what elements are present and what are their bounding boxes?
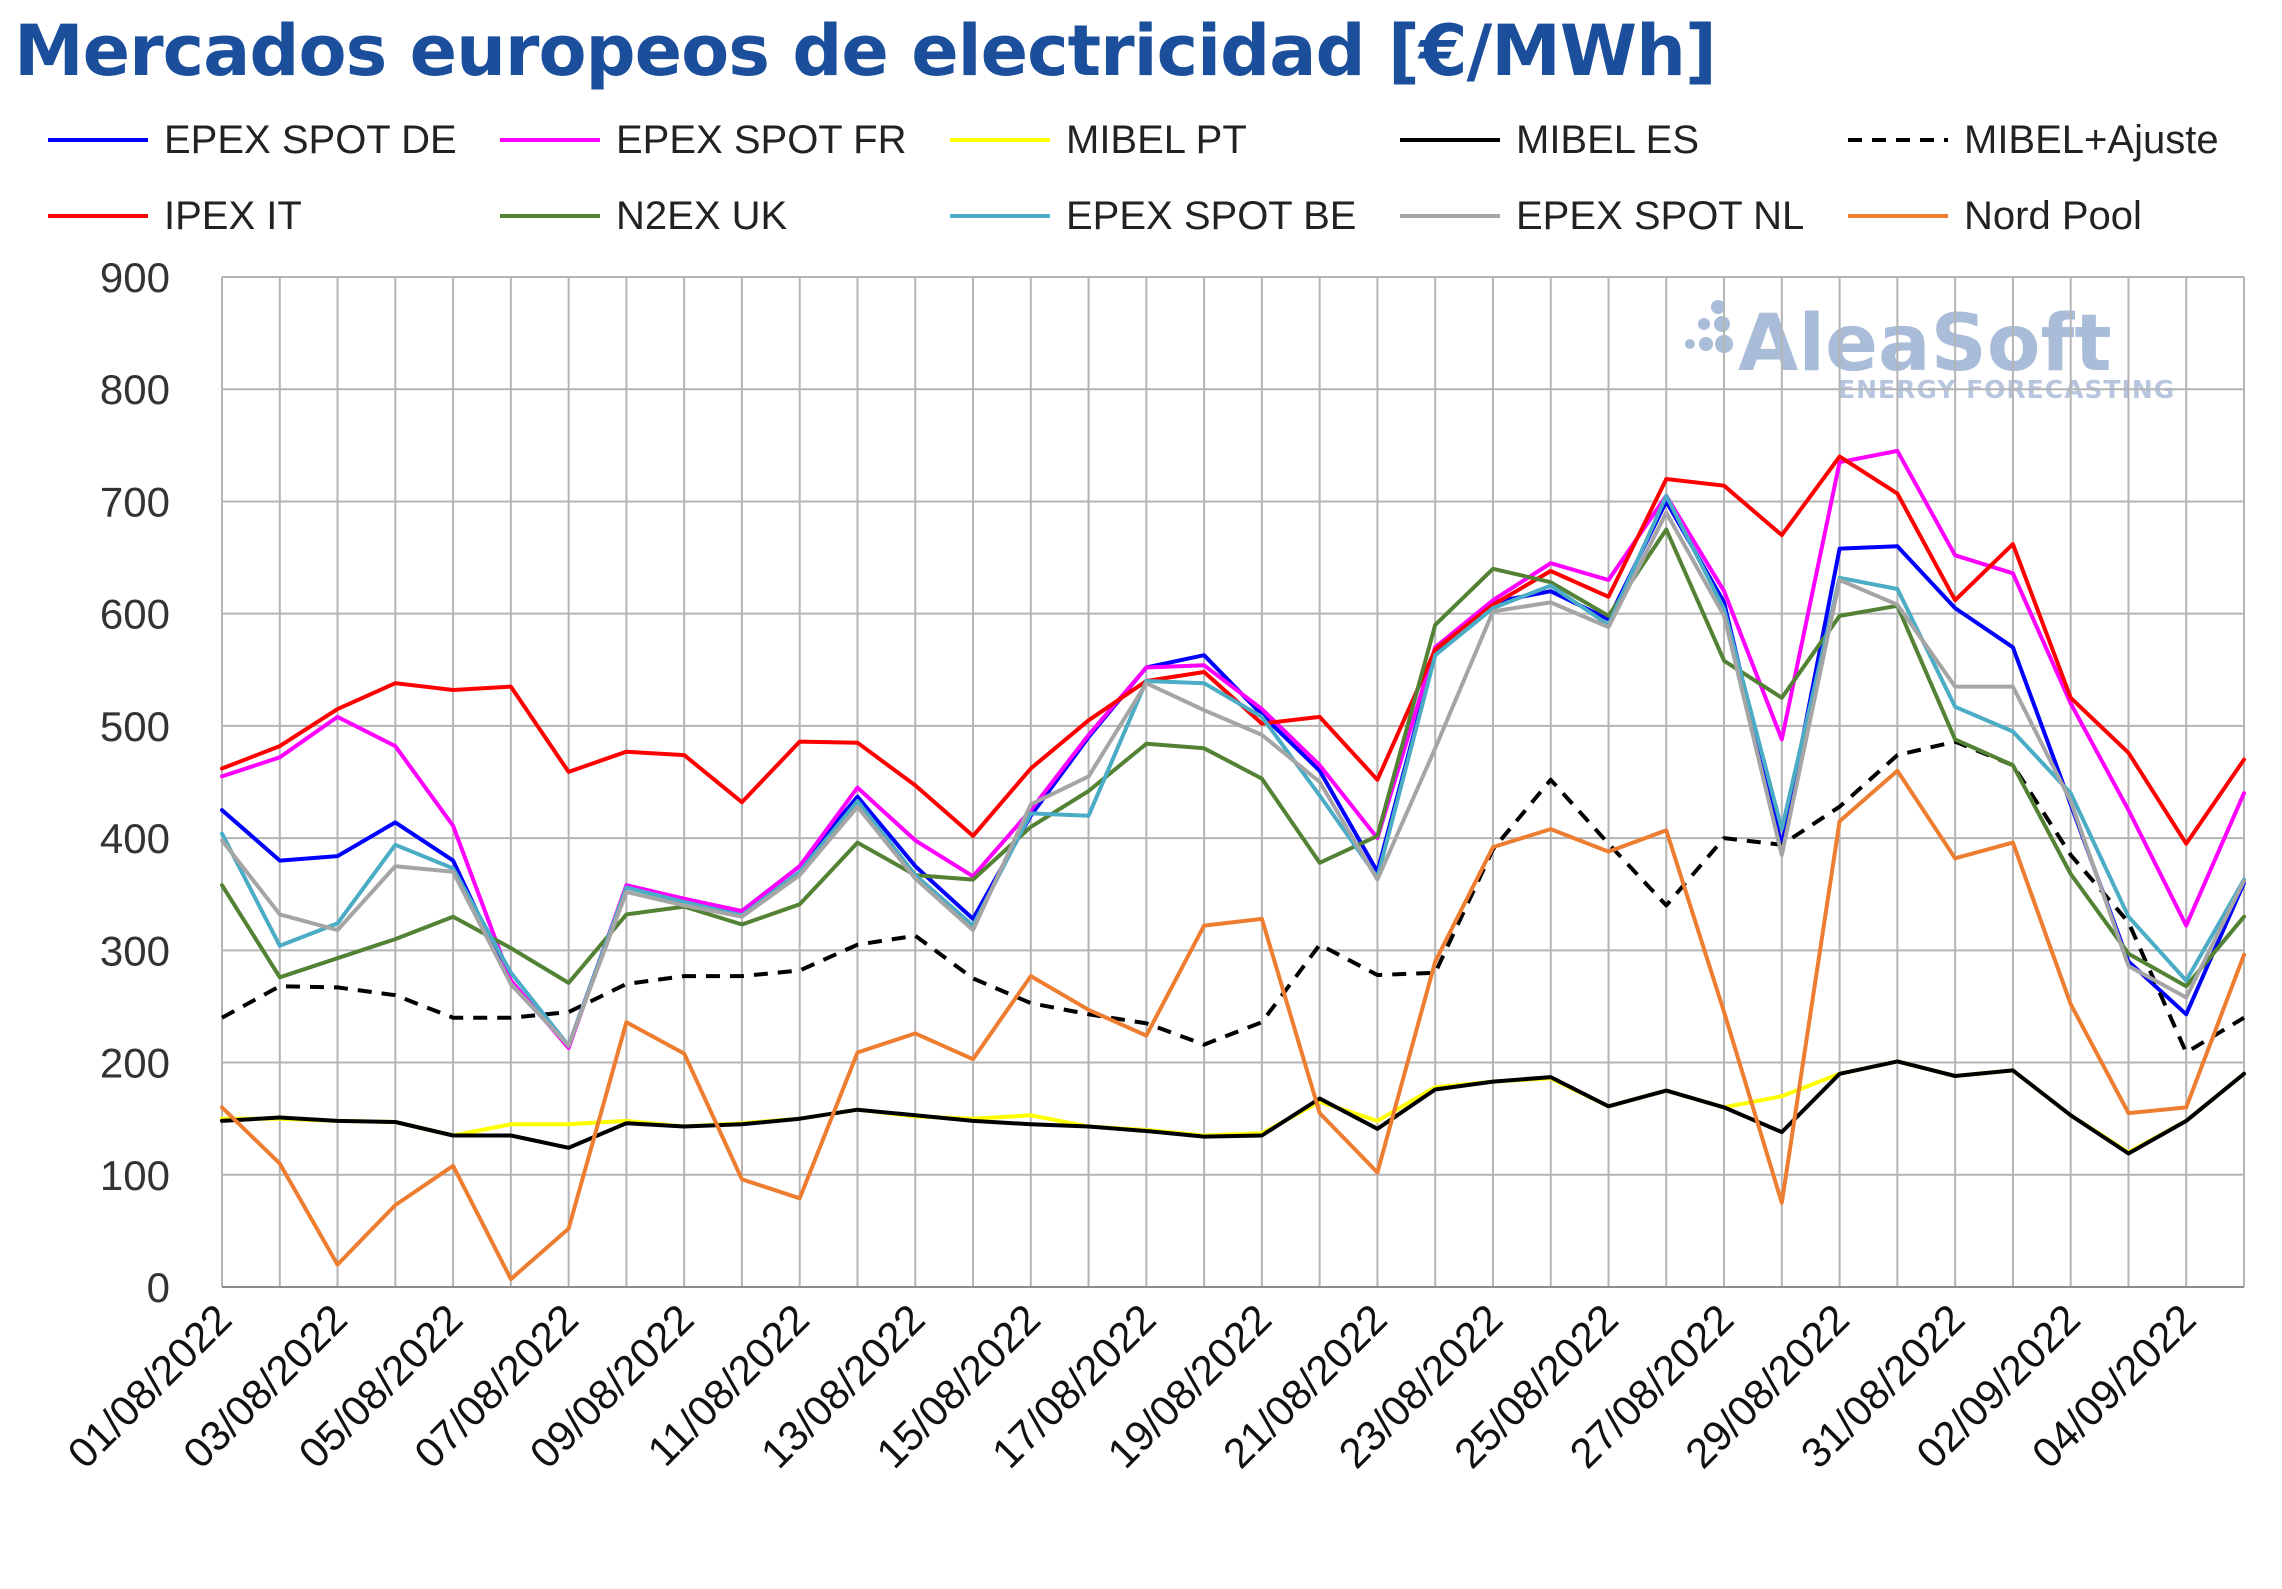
series-line-nord-pool (220, 768, 2246, 1282)
legend-label: MIBEL+Ajuste (1964, 118, 2219, 162)
legend-item: IPEX IT (48, 194, 302, 238)
grid (221, 276, 2245, 1288)
y-tick-label: 600 (100, 591, 170, 638)
legend-item: MIBEL ES (1400, 118, 1699, 162)
legend: EPEX SPOT DE EPEX SPOT FR MIBEL PT MIBEL ES… (48, 118, 2219, 238)
legend-label: MIBEL PT (1066, 118, 1247, 162)
legend-label: EPEX SPOT NL (1516, 194, 1804, 238)
legend-item: Nord Pool (1848, 194, 2142, 238)
series-line-epex-spot-de (220, 499, 2246, 1048)
y-tick-label: 400 (100, 815, 170, 862)
legend-label: EPEX SPOT FR (616, 118, 906, 162)
legend-item: EPEX SPOT FR (500, 118, 906, 162)
watermark-brand: AleaSoft (1738, 299, 2112, 389)
legend-item: MIBEL+Ajuste (1848, 118, 2219, 162)
series-line-mibel-ajuste (221, 739, 2246, 1055)
legend-item: EPEX SPOT BE (950, 194, 1357, 238)
legend-item: MIBEL PT (950, 118, 1247, 162)
series-lines (220, 448, 2246, 1282)
legend-label: MIBEL ES (1516, 118, 1699, 162)
y-tick-label: 200 (100, 1040, 170, 1087)
y-tick-label: 800 (100, 366, 170, 413)
aleasoft-logo-icon (1685, 300, 1733, 353)
series-line-epex-spot-nl (220, 510, 2246, 1048)
legend-label: Nord Pool (1964, 194, 2142, 238)
legend-item: N2EX UK (500, 194, 787, 238)
y-tick-label: 500 (100, 703, 170, 750)
y-tick-label: 300 (100, 927, 170, 974)
y-axis: 0 100 200 300 400 500 600 700 800 900 (100, 254, 170, 1311)
chart-title: Mercados europeos de electricidad [€/MWh… (14, 10, 1717, 92)
series-line-mibel-es (220, 1059, 2246, 1156)
legend-label: EPEX SPOT BE (1066, 194, 1357, 238)
legend-item: EPEX SPOT DE (48, 118, 457, 162)
series-line-epex-spot-be (220, 493, 2246, 1048)
legend-label: EPEX SPOT DE (164, 118, 457, 162)
y-tick-label: 700 (100, 478, 170, 525)
legend-label: IPEX IT (164, 194, 302, 238)
x-axis: 01/08/202203/08/202205/08/202207/08/2022… (58, 1295, 2204, 1477)
legend-item: EPEX SPOT NL (1400, 194, 1804, 238)
y-tick-label: 0 (147, 1264, 170, 1311)
series-line-ipex-it (220, 454, 2246, 846)
y-tick-label: 100 (100, 1152, 170, 1199)
series-line-n2ex-uk (220, 527, 2246, 989)
legend-label: N2EX UK (616, 194, 787, 238)
y-tick-label: 900 (100, 254, 170, 301)
